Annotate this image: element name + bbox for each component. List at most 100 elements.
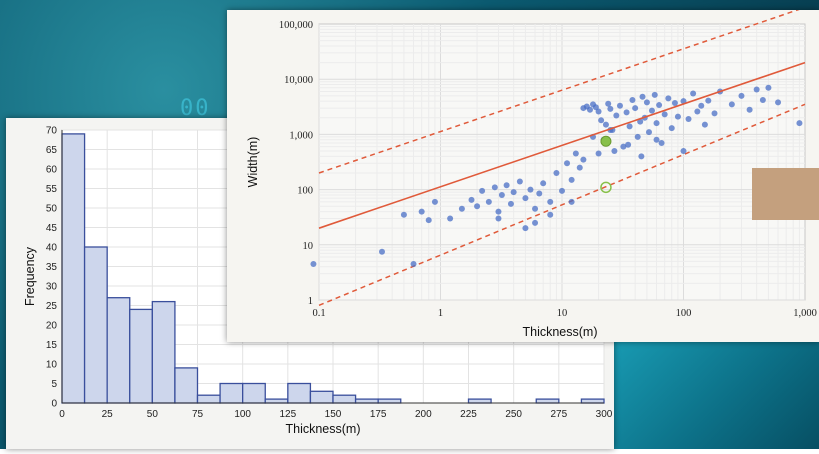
data-point bbox=[553, 169, 560, 176]
data-point bbox=[637, 118, 644, 125]
trend-line bbox=[318, 61, 806, 229]
y-tick-label: 70 bbox=[46, 126, 58, 137]
data-point bbox=[648, 107, 655, 114]
data-point bbox=[602, 121, 609, 128]
data-point bbox=[620, 143, 627, 150]
data-point bbox=[495, 215, 502, 222]
y-tick-label: 65 bbox=[46, 145, 58, 156]
y-axis-title: Frequency bbox=[23, 246, 37, 306]
histogram-bar bbox=[467, 398, 492, 404]
histogram-bar bbox=[174, 367, 199, 404]
data-point bbox=[705, 97, 712, 104]
data-point bbox=[775, 99, 782, 106]
y-tick-label: 35 bbox=[46, 262, 58, 273]
prediction-bound-line bbox=[318, 103, 806, 307]
x-axis-title: Thickness(m) bbox=[522, 325, 597, 339]
data-point bbox=[598, 117, 605, 124]
data-point bbox=[468, 196, 475, 203]
data-point bbox=[661, 111, 668, 118]
highlight-point bbox=[600, 181, 612, 194]
x-tick-label: 200 bbox=[415, 409, 432, 420]
data-point bbox=[728, 101, 735, 108]
histogram-bar bbox=[377, 398, 402, 404]
x-tick-label: 300 bbox=[596, 409, 613, 420]
data-point bbox=[765, 84, 772, 91]
data-point bbox=[656, 102, 663, 109]
data-point bbox=[447, 215, 454, 222]
highlight-point bbox=[600, 135, 612, 147]
histogram-bar bbox=[580, 398, 605, 404]
x-tick-label: 50 bbox=[147, 409, 159, 420]
x-tick-label: 100 bbox=[676, 308, 692, 319]
data-point bbox=[418, 208, 425, 215]
decorative-digits: 00 bbox=[180, 96, 211, 121]
histogram-bar bbox=[354, 398, 379, 404]
y-tick-label: 20 bbox=[46, 321, 58, 332]
data-point bbox=[632, 105, 639, 112]
data-point bbox=[564, 160, 571, 167]
data-point bbox=[536, 190, 543, 197]
histogram-bar bbox=[83, 246, 108, 404]
histogram-bar bbox=[219, 382, 244, 404]
data-point bbox=[674, 113, 681, 120]
y-tick-label: 0 bbox=[51, 399, 57, 410]
y-tick-label: 15 bbox=[46, 340, 58, 351]
data-point bbox=[690, 90, 697, 97]
data-point bbox=[522, 225, 529, 232]
x-tick-label: 0 bbox=[59, 409, 65, 420]
y-tick-label: 1 bbox=[308, 296, 313, 307]
x-tick-label: 125 bbox=[279, 409, 296, 420]
data-point bbox=[694, 108, 701, 115]
x-tick-label: 75 bbox=[192, 409, 204, 420]
data-point bbox=[638, 153, 645, 160]
data-point bbox=[310, 260, 317, 267]
data-point bbox=[378, 248, 385, 255]
x-tick-label: 250 bbox=[505, 409, 522, 420]
background-glow bbox=[600, 330, 819, 449]
data-point bbox=[410, 260, 417, 267]
y-tick-label: 40 bbox=[46, 243, 58, 254]
histogram-bar bbox=[151, 300, 176, 404]
data-point bbox=[665, 95, 672, 102]
y-tick-label: 45 bbox=[46, 223, 58, 234]
y-tick-label: 50 bbox=[46, 204, 58, 215]
data-point bbox=[522, 195, 529, 202]
data-point bbox=[738, 92, 745, 99]
data-point bbox=[634, 133, 641, 140]
histogram-bar bbox=[61, 133, 86, 404]
color-swatch bbox=[752, 168, 819, 220]
data-point bbox=[607, 105, 614, 112]
data-point bbox=[616, 102, 623, 109]
data-point bbox=[753, 86, 760, 93]
data-point bbox=[532, 219, 539, 226]
histogram-bar bbox=[242, 382, 266, 404]
x-tick-label: 100 bbox=[234, 409, 251, 420]
x-tick-label: 25 bbox=[102, 409, 114, 420]
y-tick-label: 100 bbox=[297, 186, 313, 197]
y-tick-label: 30 bbox=[46, 282, 58, 293]
data-point bbox=[485, 198, 492, 205]
data-point bbox=[680, 148, 687, 155]
y-tick-label: 10 bbox=[303, 241, 314, 252]
histogram-bar bbox=[264, 398, 289, 404]
data-point bbox=[701, 121, 708, 128]
data-point bbox=[516, 178, 523, 185]
x-tick-label: 175 bbox=[370, 409, 387, 420]
data-point bbox=[626, 123, 633, 130]
x-tick-label: 1,000 bbox=[793, 308, 817, 319]
data-point bbox=[498, 191, 505, 198]
y-tick-label: 25 bbox=[46, 301, 58, 312]
x-tick-label: 150 bbox=[325, 409, 342, 420]
data-point bbox=[643, 99, 650, 106]
data-point bbox=[527, 186, 534, 193]
data-point bbox=[425, 217, 432, 224]
data-point bbox=[611, 148, 618, 155]
data-point bbox=[568, 198, 575, 205]
data-point bbox=[503, 182, 510, 189]
y-tick-label: 60 bbox=[46, 165, 58, 176]
data-point bbox=[474, 203, 481, 210]
y-tick-label: 10,000 bbox=[284, 75, 313, 86]
data-point bbox=[796, 120, 803, 127]
data-point bbox=[651, 91, 658, 98]
data-point bbox=[540, 180, 547, 187]
